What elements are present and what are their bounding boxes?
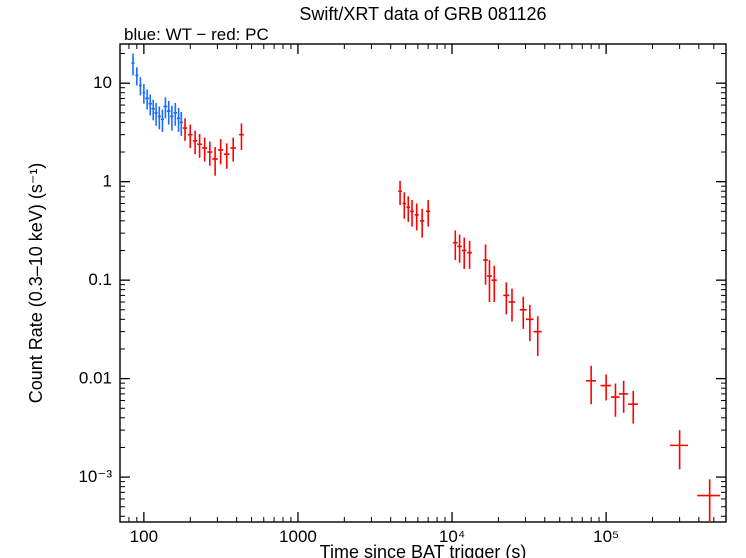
x-tick-label: 10⁵ — [593, 527, 619, 546]
x-axis-label: Time since BAT trigger (s) — [320, 542, 527, 558]
x-tick-label: 100 — [130, 527, 158, 546]
chart-subtitle: blue: WT − red: PC — [124, 25, 269, 44]
y-tick-label: 1 — [103, 172, 112, 191]
data-layer — [131, 54, 720, 522]
x-tick-label: 1000 — [279, 527, 317, 546]
y-tick-label: 10⁻³ — [78, 467, 112, 486]
chart-title: Swift/XRT data of GRB 081126 — [299, 4, 546, 24]
y-tick-label: 0.1 — [88, 270, 112, 289]
xrt-lightcurve-chart: 100100010⁴10⁵10⁻³0.010.1110Time since BA… — [0, 0, 746, 558]
chart-container: 100100010⁴10⁵10⁻³0.010.1110Time since BA… — [0, 0, 746, 558]
y-axis-label: Count Rate (0.3–10 keV) (s⁻¹) — [26, 163, 46, 404]
y-tick-label: 10 — [93, 73, 112, 92]
y-tick-label: 0.01 — [79, 369, 112, 388]
plot-frame — [120, 44, 726, 522]
